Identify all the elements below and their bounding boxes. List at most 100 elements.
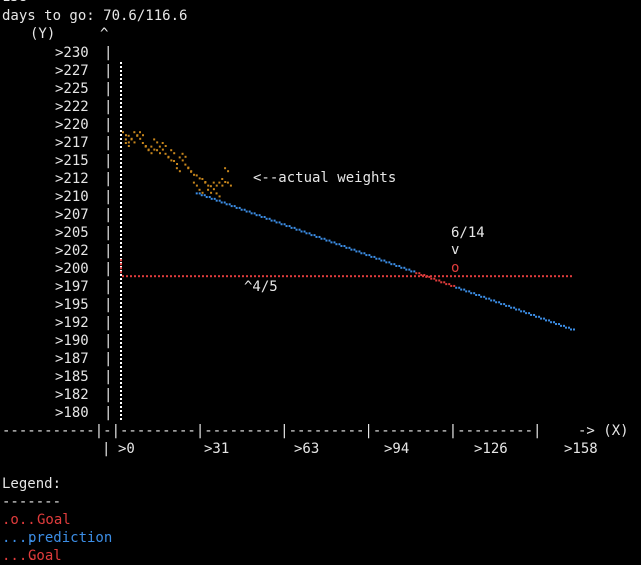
prediction-dot [368,254,371,257]
prediction-dot [378,257,381,260]
goal-line-dot [174,275,176,278]
goal-line-dot [158,275,160,278]
goal-line-dot [310,275,312,278]
goal-line-dot [358,275,360,278]
goal-line-dot [138,275,140,278]
y-axis-dot [120,402,122,404]
prediction-dot [483,295,486,298]
prediction-dot [303,230,306,233]
actual-weight-dot [124,138,127,141]
prediction-dot [425,275,428,278]
prediction-dot [493,299,496,302]
goal-line-dot [490,275,492,278]
prediction-dot [275,221,278,224]
prediction-dot [323,237,326,240]
goal-line-dot [410,275,412,278]
y-axis-dot [120,366,122,368]
prediction-dot [523,310,526,313]
prediction-dot [363,252,366,255]
actual-weight-dot [224,181,227,183]
legend-goal2-label: Goal [28,548,62,564]
prediction-dot [265,217,268,220]
y-axis-dot [120,246,122,248]
actual-weight-dot [178,170,181,173]
prediction-dot [418,272,421,275]
goal-line-dot [570,275,572,278]
goal-line-dot [254,275,256,278]
prediction-dot [515,308,518,311]
goal-line-dot [222,275,224,278]
y-axis-dot [120,190,122,192]
prediction-dot [260,215,263,218]
y-axis-dot [120,262,122,264]
actual-weight-dot [139,131,142,134]
y-axis-dot [120,382,122,384]
y-axis-dot [120,310,122,312]
prediction-dot [490,299,493,302]
y-axis-dot [120,314,122,316]
goal-line-dot [182,275,184,278]
actual-weight-dot [218,181,221,184]
actual-weight-dot [190,170,193,173]
goal-line-dot [522,275,524,278]
goal-line-dot [190,275,192,278]
y-axis-dot [120,266,122,268]
prediction-dot [330,241,333,244]
actual-weight-dot [167,156,170,159]
prediction-dot [420,274,423,277]
y-axis-dot [120,226,122,228]
y-tick-label: >182 [55,387,89,403]
goal-line-dot [478,275,480,278]
prediction-dot [545,319,548,322]
prediction-dot [220,201,223,204]
y-axis-dot [120,378,122,380]
goal-line-dot [194,275,196,278]
legend-underline: ------- [2,494,62,510]
prediction-dot [403,266,406,269]
goal-line-dot [366,275,368,278]
prediction-dot [353,248,356,251]
x-axis-line: -----------|-|---------|---------|------… [2,423,541,439]
actual-weight-dot [221,184,224,187]
actual-weight-dot [181,159,184,162]
y-axis-dot [120,98,122,100]
legend-prediction-marker: .... [2,530,36,546]
y-tick-label: >205 [55,225,89,241]
prediction-dot [195,192,198,195]
goal-line-dot [498,275,500,278]
goal-line-dot [242,275,244,278]
prediction-dot [405,268,408,271]
goal-line-dot [438,275,440,278]
goal-line-dot [350,275,352,278]
goal-line-dot [510,275,512,278]
x-axis-bar: | [102,441,110,457]
prediction-dot [348,246,351,249]
prediction-dot [553,321,556,324]
y-axis-dot [120,346,122,348]
goal-line-dot [514,275,516,278]
y-axis-dot [120,186,122,188]
y-axis-dot [120,158,122,160]
prediction-dot [498,301,501,304]
y-axis-dot [120,114,122,116]
actual-weight-dot [136,134,139,137]
actual-weight-dot [159,152,162,155]
goal-line-dot [270,275,272,278]
y-axis-dot [120,318,122,320]
y-tick-label: >185 [55,369,89,385]
goal-line-dot [442,275,444,278]
prediction-dot [208,196,211,199]
goal-line-dot [534,275,536,278]
actual-weight-dot [124,142,127,144]
goal-line-dot [306,275,308,278]
goal-line-dot [414,275,416,278]
prediction-dot [273,219,276,222]
prediction-dot [568,326,571,329]
prediction-dot [243,208,246,211]
y-axis-dot [120,298,122,300]
prediction-dot [285,225,288,228]
y-axis-dot [120,82,122,84]
actual-weight-dot [198,177,201,180]
actual-weight-dot [221,178,224,180]
goal-line-dot [562,275,564,278]
